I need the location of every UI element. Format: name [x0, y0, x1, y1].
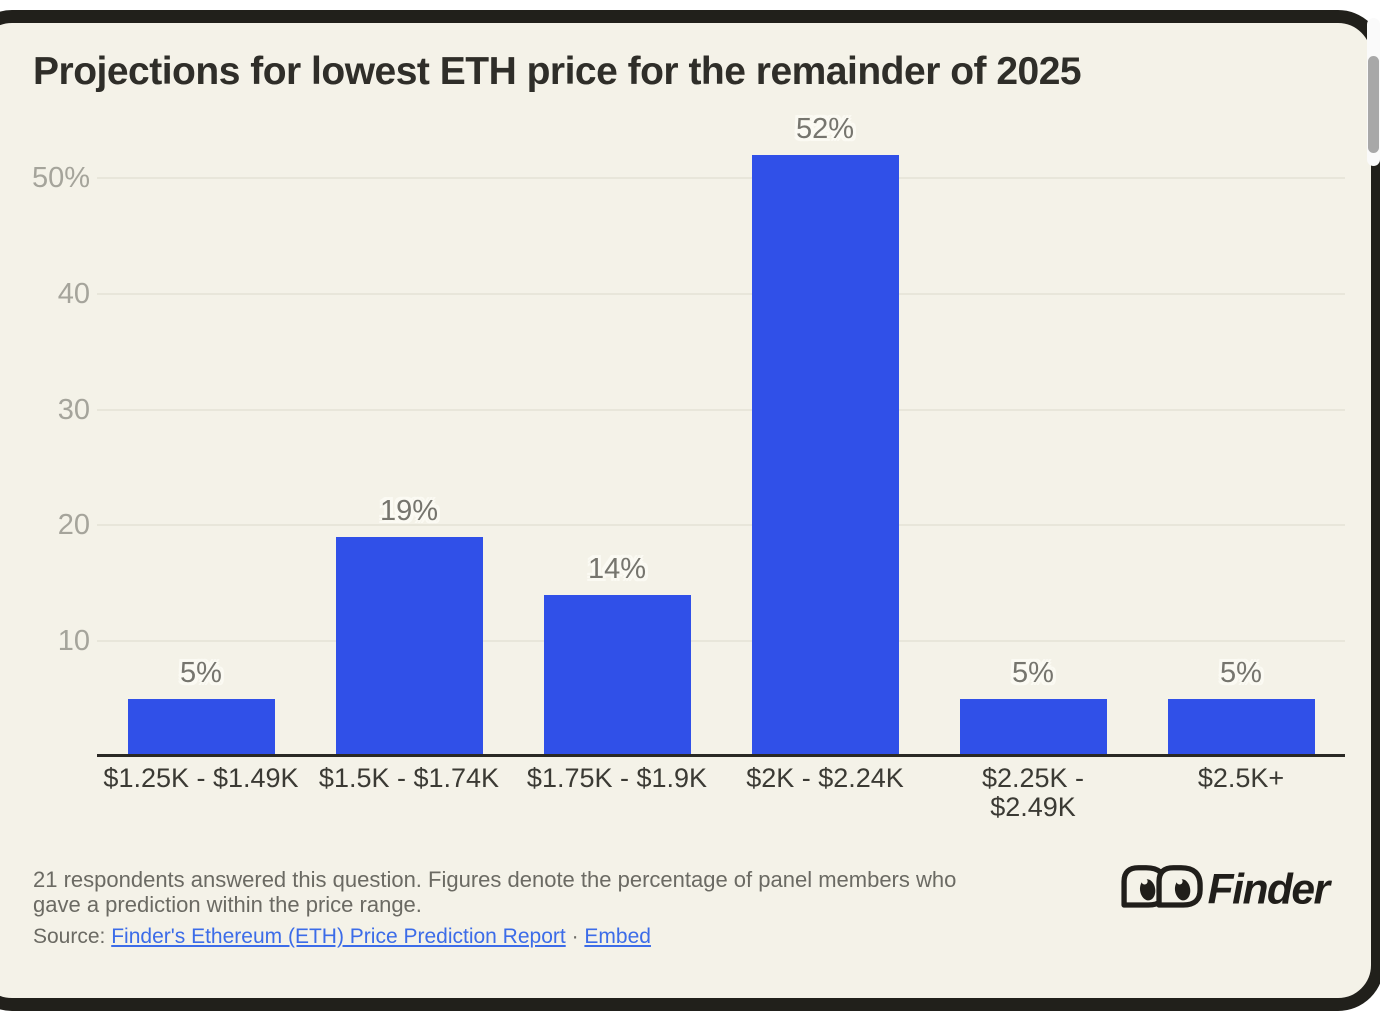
source-report-link[interactable]: Finder's Ethereum (ETH) Price Prediction…: [111, 925, 566, 948]
bar-$2.25K - $2.49K[interactable]: [959, 699, 1107, 757]
x-tick-label: $2.5K+: [1197, 763, 1285, 793]
bar-value-label: 19%: [379, 495, 439, 527]
bar-value-label: 52%: [795, 113, 855, 145]
chart-title: Projections for lowest ETH price for the…: [33, 50, 1082, 93]
footer-note-line1: 21 respondents answered this question. F…: [33, 867, 957, 892]
x-tick-label: $1.5K - $1.74K: [318, 763, 500, 793]
y-tick-label: 20: [57, 509, 90, 541]
bar-$1.5K - $1.74K[interactable]: [335, 537, 483, 757]
bar-value-label: 5%: [1220, 657, 1262, 689]
bar-value-label: 5%: [1012, 657, 1054, 689]
chart-card: [0, 10, 1380, 1011]
bar-$2.5K+[interactable]: [1167, 699, 1315, 757]
x-tick-label: $1.75K - $1.9K: [526, 763, 708, 793]
gridline: [97, 177, 1345, 179]
y-tick-label: 30: [57, 394, 90, 426]
bar-$1.25K - $1.49K[interactable]: [127, 699, 275, 757]
finder-logo: Finder: [1121, 865, 1334, 912]
source-label: Source:: [33, 925, 106, 948]
finder-logo-text: Finder: [1208, 865, 1333, 912]
y-tick-label: 10: [57, 625, 90, 657]
y-tick-label: 40: [57, 278, 90, 310]
bar-$1.75K - $1.9K[interactable]: [543, 595, 691, 757]
gridline: [97, 640, 1345, 642]
footer-note-line2: gave a prediction within the price range…: [33, 892, 422, 917]
footer-note: 21 respondents answered this question. F…: [33, 867, 956, 917]
source-line: Source: Finder's Ethereum (ETH) Price Pr…: [33, 925, 651, 949]
bar-value-label: 14%: [587, 553, 647, 585]
scrollbar-thumb[interactable]: [1368, 56, 1379, 153]
x-tick-label: $1.25K - $1.49K: [103, 763, 299, 793]
separator-dot: ·: [571, 925, 579, 948]
gridline: [97, 293, 1345, 295]
gridline: [97, 524, 1345, 526]
bar-value-label: 5%: [180, 657, 222, 689]
y-tick-label: 50%: [31, 162, 90, 194]
embed-link[interactable]: Embed: [584, 925, 651, 948]
x-axis-line: [97, 754, 1345, 757]
gridline: [97, 409, 1345, 411]
x-tick-label: $2.25K - $2.49K: [981, 763, 1085, 822]
bar-$2K - $2.24K[interactable]: [751, 155, 899, 757]
x-tick-label: $2K - $2.24K: [746, 763, 904, 793]
finder-eyes-icon: [1121, 865, 1203, 908]
